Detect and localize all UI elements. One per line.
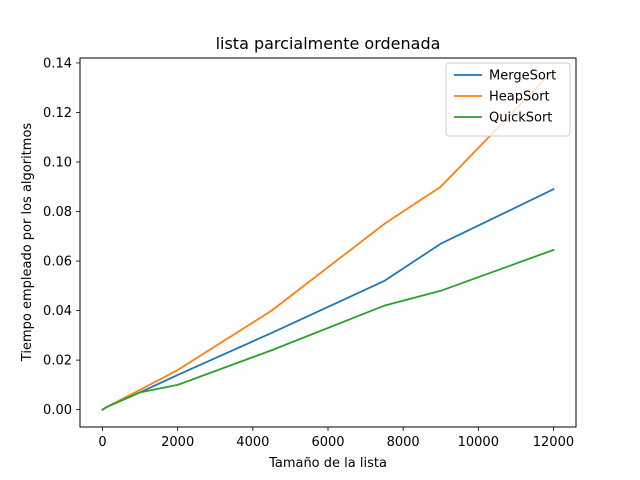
x-tick-label: 4000 bbox=[236, 435, 269, 450]
y-tick-label: 0.06 bbox=[43, 255, 72, 270]
y-tick-label: 0.04 bbox=[43, 304, 72, 319]
y-tick-label: 0.02 bbox=[43, 354, 72, 369]
legend-label: QuickSort bbox=[489, 111, 552, 126]
x-axis-ticks: 0 2000 4000 6000 8000 10000 12000 bbox=[98, 427, 574, 450]
y-tick-label: 0.08 bbox=[43, 205, 72, 220]
series-line-quicksort bbox=[101, 248, 555, 411]
y-tick-label: 0.12 bbox=[43, 106, 72, 121]
y-tick-label: 0.14 bbox=[43, 56, 72, 71]
x-tick-label: 6000 bbox=[311, 435, 344, 450]
series-group bbox=[101, 69, 555, 411]
y-tick-label: 0.10 bbox=[43, 156, 72, 171]
y-axis-label: Tiempo empleado por los algoritmos bbox=[20, 123, 35, 363]
legend: MergeSort HeapSort QuickSort bbox=[445, 62, 571, 137]
x-axis-label: Tamaño de la lista bbox=[268, 456, 387, 471]
y-tick-label: 0.00 bbox=[43, 403, 72, 418]
x-tick-label: 2000 bbox=[161, 435, 194, 450]
legend-label: MergeSort bbox=[489, 69, 556, 84]
legend-label: HeapSort bbox=[489, 90, 550, 105]
x-tick-label: 12000 bbox=[533, 435, 574, 450]
plot-area bbox=[79, 57, 577, 428]
x-tick-label: 10000 bbox=[458, 435, 499, 450]
chart-title: lista parcialmente ordenada bbox=[216, 34, 441, 53]
x-tick-label: 0 bbox=[98, 435, 106, 450]
x-tick-label: 8000 bbox=[387, 435, 420, 450]
y-axis-ticks: 0.00 0.02 0.04 0.06 0.08 0.10 0.12 0.14 bbox=[43, 56, 80, 418]
